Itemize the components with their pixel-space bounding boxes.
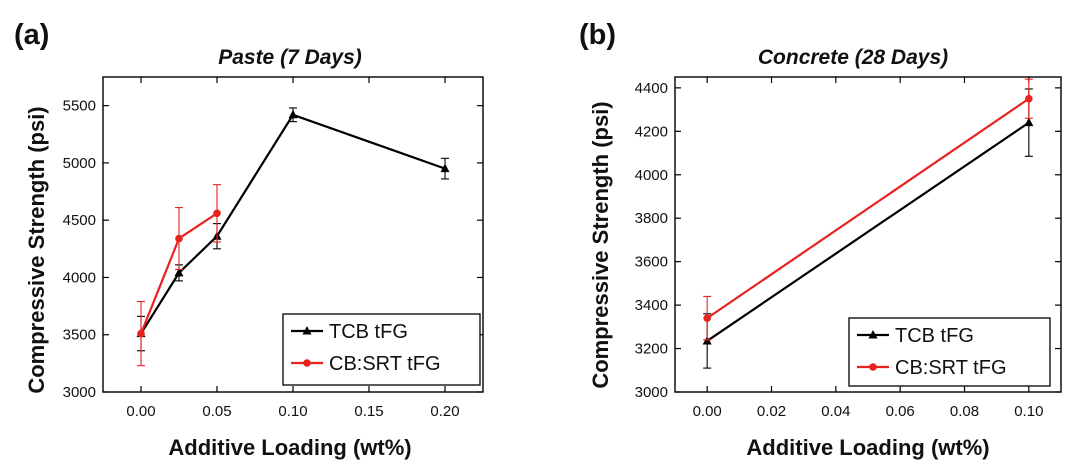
legend-label-b: CB:SRT tFG	[895, 357, 1007, 379]
panel-label-b: (b)	[579, 19, 616, 51]
x-tick-label-a: 0.15	[354, 403, 383, 420]
legend-marker-circle-b	[869, 363, 877, 371]
y-tick-label-b: 3000	[635, 384, 668, 401]
y-tick-label-b: 4200	[635, 123, 668, 140]
data-point-circle-a	[137, 329, 145, 338]
data-point-triangle-a	[440, 163, 450, 173]
y-axis-title-a: Compressive Strength (psi)	[24, 106, 49, 393]
data-point-circle-b	[703, 314, 711, 322]
y-axis-title-b: Compressive Strength (psi)	[588, 101, 613, 388]
data-point-circle-a	[213, 209, 221, 218]
legend-a: TCB tFG CB:SRT tFG	[282, 313, 481, 386]
chart-panel-a: (a) Paste (7 Days) Additive Loading (wt%…	[14, 19, 484, 460]
x-axis-title-a: Additive Loading (wt%)	[168, 435, 411, 460]
series-line-a-0	[140, 113, 446, 335]
legend-box-b	[848, 317, 1051, 387]
x-tick-label-a: 0.00	[126, 403, 155, 420]
series-line-b-1	[706, 97, 1030, 320]
x-axis-title-b: Additive Loading (wt%)	[746, 435, 989, 460]
x-tick-label-b: 0.00	[693, 403, 722, 420]
legend-label-a: CB:SRT tFG	[329, 353, 441, 375]
panel-label-a: (a)	[14, 19, 49, 51]
y-tick-label-a: 5500	[63, 98, 96, 115]
legend-marker-triangle-a	[302, 326, 312, 335]
y-tick-label-a: 3500	[63, 327, 96, 344]
data-point-circle-a	[175, 234, 183, 243]
x-tick-label-a: 0.20	[430, 403, 459, 420]
data-point-triangle-a	[174, 267, 184, 277]
x-tick-label-a: 0.10	[278, 403, 307, 420]
y-tick-label-b: 3400	[635, 297, 668, 314]
legend-label-a: TCB tFG	[329, 321, 408, 343]
legend-label-b: TCB tFG	[895, 325, 974, 347]
plot-frame-b	[674, 76, 1062, 393]
y-tick-label-b: 3800	[635, 210, 668, 227]
series-line-b-0	[706, 121, 1030, 342]
x-tick-label-b: 0.02	[757, 403, 786, 420]
x-tick-label-b: 0.06	[886, 403, 915, 420]
y-tick-label-b: 4000	[635, 167, 668, 184]
x-tick-label-b: 0.08	[950, 403, 979, 420]
legend-b: TCB tFG CB:SRT tFG	[848, 317, 1051, 387]
chart-title-a: Paste (7 Days)	[218, 46, 362, 69]
data-point-circle-b	[1025, 94, 1033, 103]
x-tick-label-b: 0.04	[821, 403, 850, 420]
x-tick-label-a: 0.05	[202, 403, 231, 420]
legend-marker-triangle-b	[868, 330, 878, 339]
x-tick-label-b: 0.10	[1014, 403, 1043, 420]
y-tick-label-a: 3000	[63, 384, 96, 401]
data-point-triangle-a	[288, 109, 298, 119]
legend-marker-circle-a	[303, 359, 311, 367]
y-tick-label-b: 4400	[635, 80, 668, 97]
y-tick-label-b: 3600	[635, 254, 668, 271]
chart-panel-b: (b) Concrete (28 Days) Additive Loading …	[579, 19, 1062, 460]
y-tick-label-a: 5000	[63, 155, 96, 172]
data-point-triangle-b	[1024, 117, 1034, 127]
y-tick-label-a: 4500	[63, 212, 96, 229]
y-tick-label-b: 3200	[635, 341, 668, 358]
chart-title-b: Concrete (28 Days)	[758, 46, 948, 69]
y-tick-label-a: 4000	[63, 269, 96, 286]
legend-box-a	[282, 313, 481, 386]
